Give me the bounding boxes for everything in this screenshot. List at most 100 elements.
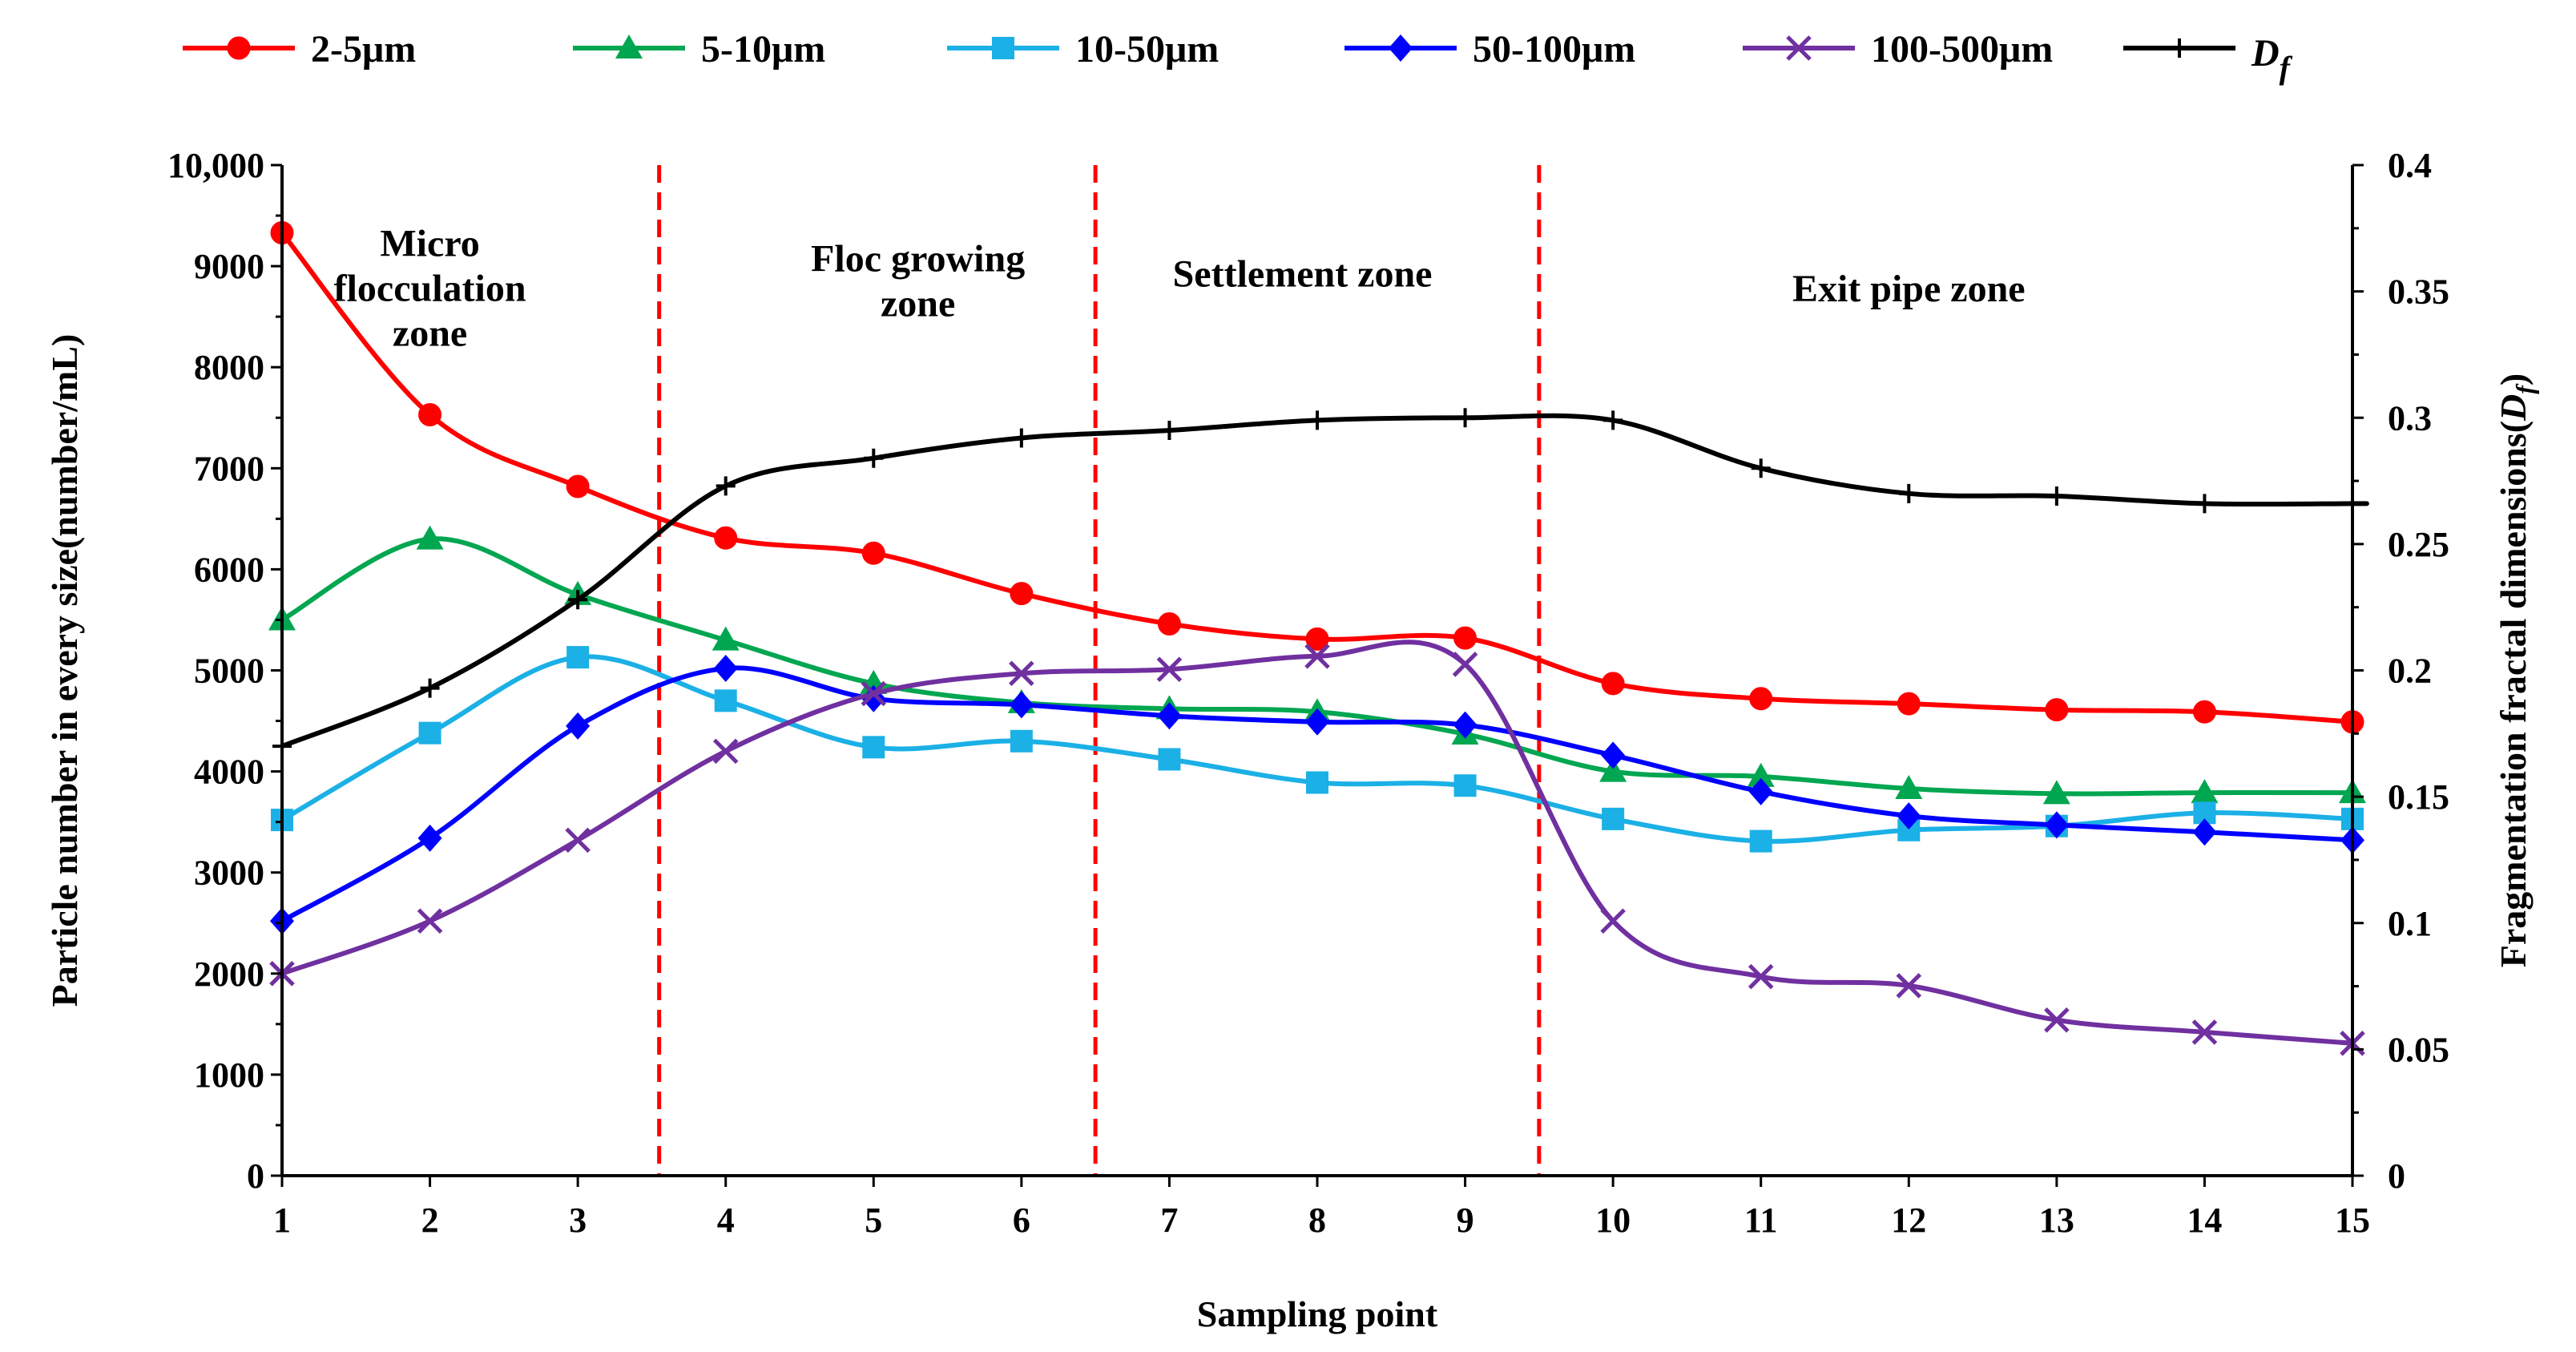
y-tick-label: 1000	[194, 1055, 264, 1095]
data-point	[417, 824, 442, 852]
data-point	[1453, 626, 1477, 650]
data-point	[2192, 700, 2216, 724]
y-tick-label: 2000	[194, 954, 264, 994]
data-point	[1455, 408, 1475, 428]
series-line	[280, 640, 2353, 1046]
data-point	[1747, 762, 1775, 787]
legend-marker	[227, 36, 251, 60]
zone-label-line: Micro	[380, 222, 479, 264]
data-point	[1453, 774, 1477, 797]
series-5	[269, 640, 2365, 1056]
legend-item-1: 2-5μm	[183, 28, 416, 71]
data-point	[2044, 1007, 2070, 1033]
legend: 2-5μm 5-10μm 10-50μm 50-100μm 100-500μm Df	[183, 28, 2293, 86]
y2-tick-label: 0	[2388, 1156, 2405, 1196]
y2-tick-label: 0.2	[2388, 652, 2432, 691]
data-point	[2046, 486, 2066, 506]
zone-label-3: Settlement zone	[1173, 252, 1433, 295]
legend-item-2: 5-10μm	[573, 28, 825, 71]
data-point	[418, 402, 442, 426]
data-point	[1600, 908, 1626, 934]
y2-tick-label: 0.05	[2388, 1030, 2449, 1069]
data-point	[1603, 410, 1623, 430]
legend-item-6: Df	[2123, 32, 2293, 86]
data-point	[716, 476, 736, 496]
data-point	[566, 474, 590, 498]
data-point	[2192, 818, 2217, 846]
x-tick-label: 9	[1457, 1201, 1474, 1240]
legend-item-5: 100-500μm	[1743, 28, 2053, 71]
zone-label-4: Exit pipe zone	[1792, 268, 2026, 310]
data-point	[1305, 708, 1329, 736]
data-point	[2044, 811, 2069, 839]
y-tick-label: 4000	[194, 753, 264, 792]
data-point	[1304, 644, 1330, 669]
data-point	[566, 646, 590, 669]
data-point	[1452, 652, 1478, 677]
x-tick-label: 6	[1013, 1201, 1030, 1240]
data-point	[1749, 829, 1772, 853]
zone-label-line: Settlement zone	[1173, 252, 1433, 295]
zone-label-2: Floc growing zone	[811, 237, 1025, 325]
data-point	[1308, 410, 1327, 430]
y-tick-label: 0	[247, 1156, 264, 1196]
x-tick-label: 13	[2039, 1201, 2074, 1240]
y2-title-var: D	[2493, 394, 2534, 422]
y2-axis-title: Fragmentation fractal dimensions(Df)	[2493, 373, 2539, 967]
data-point	[1897, 802, 1921, 830]
data-point	[1751, 458, 1771, 478]
data-point	[416, 525, 444, 550]
data-point	[861, 680, 887, 707]
legend-marker	[615, 34, 643, 59]
x-tick-label: 1	[273, 1201, 291, 1240]
data-point	[1010, 729, 1033, 753]
x-tick-label: 10	[1595, 1201, 1631, 1240]
data-point	[1601, 741, 1626, 769]
x-tick-label: 12	[1891, 1201, 1926, 1240]
data-point	[714, 526, 738, 550]
y-tick-label: 8000	[194, 348, 264, 387]
x-tick-label: 7	[1160, 1201, 1178, 1240]
data-point	[1156, 656, 1183, 683]
legend-marker	[1786, 35, 1812, 61]
data-point	[1306, 771, 1328, 794]
x-tick-label: 8	[1308, 1201, 1326, 1240]
data-point	[1453, 711, 1477, 739]
data-point	[2191, 1019, 2218, 1045]
data-point	[1159, 421, 1179, 441]
y-tick-label: 7000	[194, 449, 264, 488]
axes: 0 1000 2000 3000 4000 5000 6000 7000 8000 9000 10,…	[44, 146, 2539, 1334]
data-point	[1749, 687, 1773, 711]
y-tick-label: 3000	[194, 854, 264, 893]
y-tick-label: 5000	[194, 652, 264, 691]
data-point	[2042, 780, 2070, 805]
x-tick-label: 4	[717, 1201, 735, 1240]
data-point	[1305, 627, 1329, 651]
legend-label: 5-10μm	[701, 28, 825, 71]
zone-label-line: Exit pipe zone	[1792, 268, 2026, 310]
legend-item-3: 10-50μm	[947, 28, 1219, 71]
y2-title-suffix: )	[2493, 373, 2534, 385]
zone-label-line: flocculation	[334, 267, 526, 309]
x-tick-label: 14	[2187, 1201, 2222, 1240]
x-tick-label: 2	[421, 1201, 439, 1240]
legend-item-4: 50-100μm	[1344, 28, 1635, 71]
data-point	[1601, 672, 1625, 696]
series-line	[280, 413, 2369, 749]
data-point	[2191, 779, 2219, 804]
data-point	[2045, 698, 2069, 722]
y2-title-prefix: Fragmentation fractal dimensions(	[2493, 421, 2534, 967]
data-point	[1158, 748, 1181, 771]
zone-label-1: Micro flocculation zone	[334, 222, 526, 354]
y2-tick-label: 0.4	[2388, 146, 2432, 185]
data-point	[712, 738, 739, 765]
data-point	[2195, 494, 2215, 514]
y2-title-sub: f	[2510, 383, 2539, 394]
legend-label: 50-100μm	[1473, 28, 1635, 71]
data-point	[1157, 702, 1182, 730]
data-point	[1897, 692, 1921, 716]
zone-label-line: zone	[393, 312, 467, 354]
y-axis-title: Particle number in every size(number/mL)	[44, 334, 85, 1007]
